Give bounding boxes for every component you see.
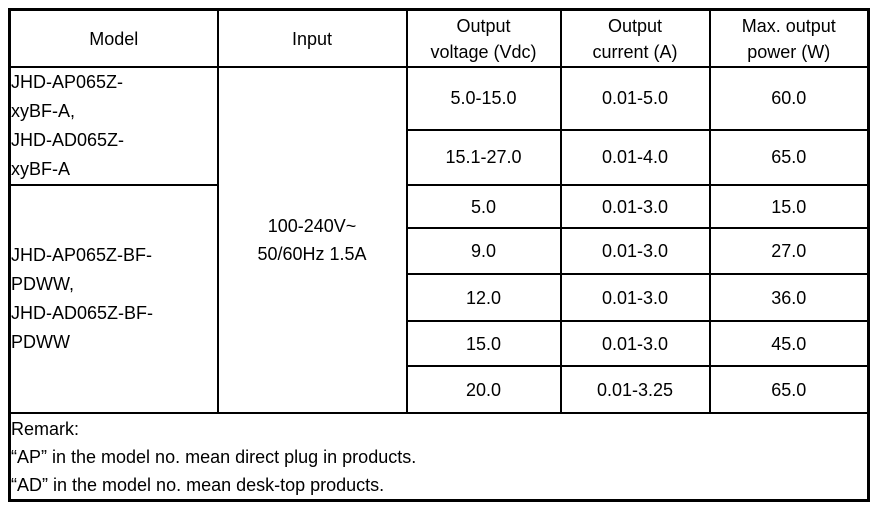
current-cell: 0.01-4.0 — [559, 128, 711, 187]
power-cell: 27.0 — [708, 227, 870, 275]
input-cell: 100-240V~ 50/60Hz 1.5A — [216, 66, 408, 414]
voltage-cell: 5.0 — [405, 184, 562, 229]
remark-cell: Remark: “AP” in the model no. mean direc… — [8, 412, 870, 502]
table-row: 9.0 0.01-3.0 27.0 — [10, 227, 870, 275]
remark-row: Remark: “AP” in the model no. mean direc… — [8, 412, 870, 502]
remark-title: Remark: — [11, 418, 80, 439]
power-cell: 15.0 — [708, 184, 870, 229]
power-column-header: Max. output power (W) — [708, 8, 870, 68]
voltage-cell: 20.0 — [405, 365, 562, 414]
power-cell: 65.0 — [708, 365, 870, 414]
power-cell: 36.0 — [708, 273, 870, 322]
table-row: 12.0 0.01-3.0 36.0 — [10, 273, 870, 322]
voltage-cell: 5.0-15.0 — [405, 66, 562, 131]
model-group-cell-1: JHD-AP065Z- xyBF-A, JHD-AD065Z- xyBF-A — [8, 66, 219, 186]
table-row: 15.0 0.01-3.0 45.0 — [10, 320, 870, 367]
table-row: 15.1-27.0 0.01-4.0 65.0 — [10, 128, 870, 187]
voltage-cell: 15.1-27.0 — [405, 128, 562, 187]
model-column-header: Model — [8, 8, 219, 68]
spec-table: Model Input Output voltage (Vdc) Output … — [8, 8, 870, 502]
voltage-cell: 15.0 — [405, 320, 562, 367]
voltage-cell: 9.0 — [405, 227, 562, 275]
voltage-column-header: Output voltage (Vdc) — [405, 8, 562, 68]
table-row: JHD-AP065Z-BF- PDWW, JHD-AD065Z-BF- PDWW… — [8, 184, 870, 414]
current-cell: 0.01-3.0 — [559, 273, 711, 322]
current-column-header: Output current (A) — [559, 8, 711, 68]
voltage-cell: 12.0 — [405, 273, 562, 322]
input-column-header: Input — [216, 8, 408, 68]
header-row: Model Input Output voltage (Vdc) Output … — [8, 8, 870, 68]
table-row: 20.0 0.01-3.25 65.0 — [10, 365, 870, 414]
model-group-cell-2: JHD-AP065Z-BF- PDWW, JHD-AD065Z-BF- PDWW — [8, 184, 219, 414]
table-row: JHD-AP065Z- xyBF-A, JHD-AD065Z- xyBF-A 1… — [8, 66, 870, 414]
current-cell: 0.01-3.0 — [559, 184, 711, 229]
current-cell: 0.01-5.0 — [559, 66, 711, 131]
power-cell: 65.0 — [708, 128, 870, 187]
current-cell: 0.01-3.25 — [559, 365, 711, 414]
remark-line-ap: “AP” in the model no. mean direct plug i… — [11, 446, 417, 467]
power-cell: 45.0 — [708, 320, 870, 367]
remark-line-ad: “AD” in the model no. mean desk-top prod… — [11, 474, 385, 495]
current-cell: 0.01-3.0 — [559, 227, 711, 275]
power-cell: 60.0 — [708, 66, 870, 131]
current-cell: 0.01-3.0 — [559, 320, 711, 367]
